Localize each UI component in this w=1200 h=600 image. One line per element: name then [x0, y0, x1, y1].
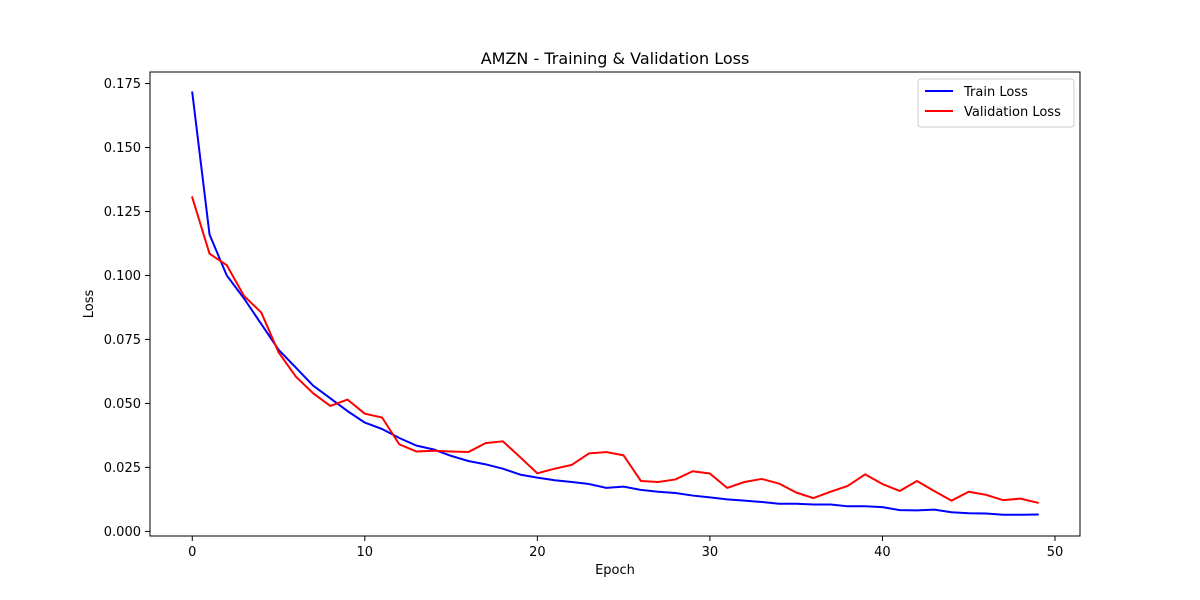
- legend-box: [917, 78, 1075, 128]
- plot-frame: [149, 71, 1081, 537]
- y-tick-label: 0.050: [104, 397, 141, 412]
- series-line-train-loss: [191, 91, 1039, 516]
- x-tick-label: 20: [529, 545, 546, 560]
- x-tick-label: 30: [702, 545, 719, 560]
- plot-area: 0 10 20 30 40 50 0.000 0.025 0.050 0.075 0.100 0.1…: [104, 71, 1081, 560]
- x-tick-label: 0: [188, 545, 196, 560]
- y-tick-label: 0.100: [104, 269, 141, 284]
- y-tick-label: 0.000: [104, 525, 141, 540]
- x-tick-label: 10: [357, 545, 374, 560]
- series-lines: [191, 91, 1039, 516]
- x-axis: 0 10 20 30 40 50: [188, 536, 1063, 560]
- x-tick-label: 40: [874, 545, 891, 560]
- y-tick-label: 0.125: [104, 205, 141, 220]
- series-line-validation-loss: [191, 196, 1039, 504]
- legend-label-train-loss: Train Loss: [963, 85, 1028, 100]
- x-axis-label: Epoch: [595, 563, 635, 578]
- y-tick-label: 0.150: [104, 141, 141, 156]
- y-axis-label: Loss: [82, 290, 97, 319]
- y-tick-label: 0.025: [104, 461, 141, 476]
- x-tick-label: 50: [1047, 545, 1064, 560]
- y-axis: 0.000 0.025 0.050 0.075 0.100 0.125 0.150 0.175: [104, 77, 150, 540]
- chart-title: AMZN - Training & Validation Loss: [481, 49, 750, 68]
- legend: Train Loss Validation Loss: [917, 78, 1075, 128]
- y-tick-label: 0.075: [104, 333, 141, 348]
- y-tick-label: 0.175: [104, 77, 141, 92]
- legend-label-validation-loss: Validation Loss: [964, 105, 1061, 120]
